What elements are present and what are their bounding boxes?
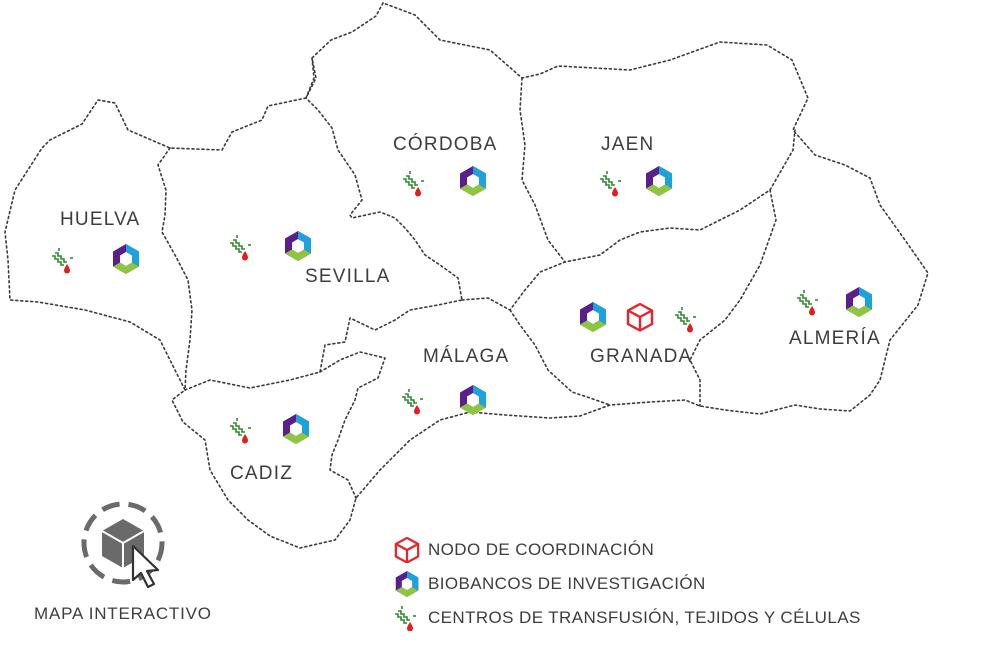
border-cadiz-malaga bbox=[319, 351, 386, 499]
almeria-icons bbox=[796, 287, 872, 317]
transfusion-center-icon[interactable] bbox=[229, 417, 252, 445]
province-label-granada: GRANADA bbox=[590, 346, 692, 367]
legend-label: NODO DE COORDINACIÓN bbox=[428, 540, 655, 559]
province-label-cadiz: CADIZ bbox=[230, 463, 293, 484]
malaga-icons bbox=[401, 385, 486, 416]
transfusion-center-icon[interactable] bbox=[229, 234, 252, 262]
biobank-icon[interactable] bbox=[580, 302, 606, 332]
province-label-malaga: MÁLAGA bbox=[423, 346, 509, 367]
legend-item-coordination: NODO DE COORDINACIÓN bbox=[394, 533, 861, 567]
cube-cursor-icon bbox=[81, 501, 165, 589]
biobank-icon[interactable] bbox=[646, 166, 672, 196]
border-cordoba-jaen bbox=[519, 77, 566, 263]
andalusia-outline bbox=[4, 2, 929, 549]
interactive-map-button[interactable]: MAPA INTERACTIVO bbox=[32, 498, 232, 628]
legend-item-transfusion: CENTROS DE TRANSFUSIÓN, TEJIDOS Y CÉLULA… bbox=[394, 601, 861, 635]
jaen-icons bbox=[599, 166, 672, 198]
huelva-icons bbox=[51, 244, 139, 275]
transfusion-center-icon[interactable] bbox=[599, 170, 622, 198]
legend-item-biobank: BIOBANCOS DE INVESTIGACIÓN bbox=[394, 567, 861, 601]
border-sevilla-cadiz-malaga bbox=[184, 299, 463, 391]
cordoba-icons bbox=[402, 166, 486, 198]
biobank-icon[interactable] bbox=[846, 287, 872, 317]
legend-label: CENTROS DE TRANSFUSIÓN, TEJIDOS Y CÉLULA… bbox=[428, 608, 861, 627]
transfusion-center-icon[interactable] bbox=[796, 289, 819, 317]
transfusion-center-icon[interactable] bbox=[402, 170, 425, 198]
biobank-icon[interactable] bbox=[460, 166, 486, 196]
province-label-cordoba: CÓRDOBA bbox=[393, 133, 497, 155]
transfusion-center-icon[interactable] bbox=[51, 247, 74, 275]
biobank-icon bbox=[394, 571, 420, 597]
border-cordoba-granada bbox=[461, 129, 796, 311]
transfusion-center-icon[interactable] bbox=[674, 306, 697, 334]
biobank-icon[interactable] bbox=[285, 231, 311, 261]
legend: NODO DE COORDINACIÓN BIOBANCOS DE INVEST… bbox=[394, 533, 861, 635]
granada-icons bbox=[580, 302, 697, 334]
province-label-jaen: JAEN bbox=[601, 134, 654, 155]
transfusion-center-icon bbox=[394, 605, 420, 631]
legend-label: BIOBANCOS DE INVESTIGACIÓN bbox=[428, 574, 706, 593]
border-huelva-sevilla bbox=[157, 147, 193, 391]
sevilla-icons bbox=[229, 231, 311, 262]
biobank-icon[interactable] bbox=[113, 244, 139, 274]
coordination-node-icon bbox=[394, 537, 420, 563]
province-label-almeria: ALMERÍA bbox=[789, 328, 881, 349]
biobank-icon[interactable] bbox=[460, 385, 486, 415]
transfusion-center-icon[interactable] bbox=[401, 388, 424, 416]
interactive-map-label: MAPA INTERACTIVO bbox=[34, 604, 212, 623]
border-malaga-granada bbox=[509, 309, 611, 406]
border-granada-almeria bbox=[689, 189, 777, 407]
coordination-node-icon[interactable] bbox=[626, 302, 654, 332]
cadiz-icons bbox=[229, 414, 309, 445]
biobank-icon[interactable] bbox=[283, 414, 309, 444]
province-label-sevilla: SEVILLA bbox=[305, 266, 391, 287]
border-sevilla-cordoba bbox=[305, 57, 463, 301]
province-label-huelva: HUELVA bbox=[60, 209, 140, 230]
